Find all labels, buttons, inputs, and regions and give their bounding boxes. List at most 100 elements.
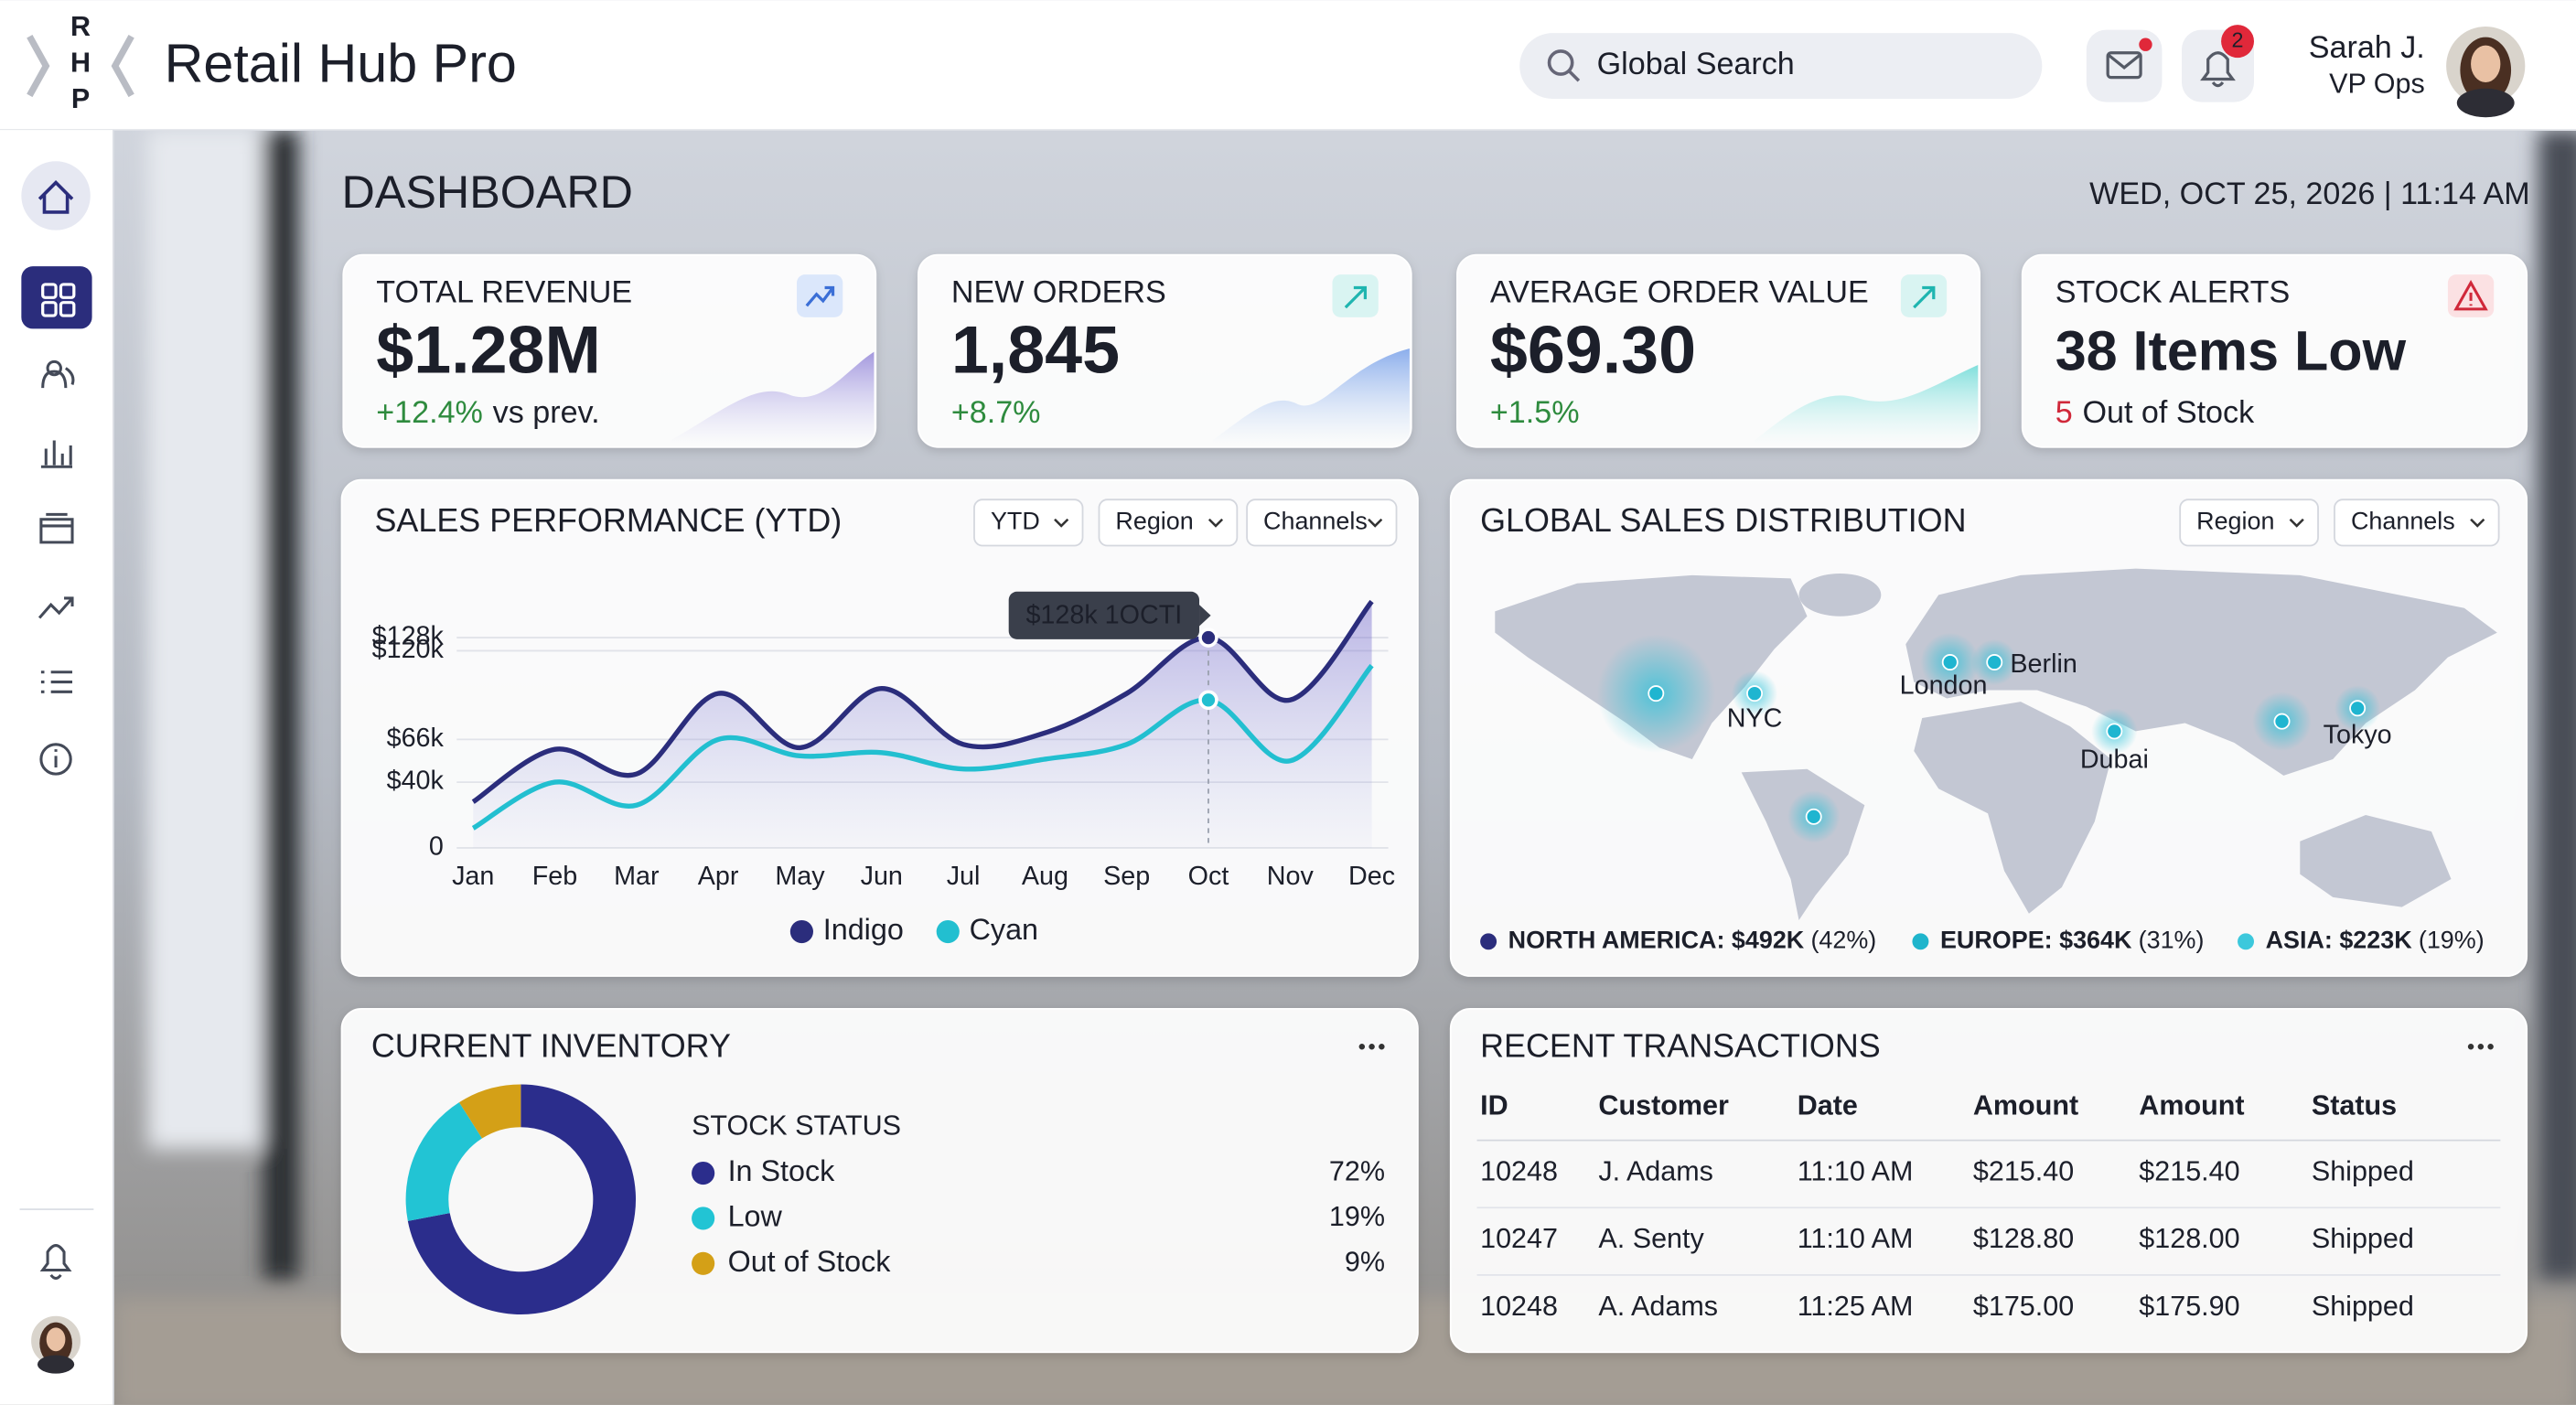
filter-dropdown[interactable]	[1246, 499, 1398, 547]
x-tick-label: Feb	[532, 862, 578, 891]
line-series	[471, 663, 1374, 831]
chart-title: CURRENT INVENTORY	[371, 1027, 731, 1065]
filter-label: Channels	[1263, 507, 1368, 534]
table-header: Amount	[2139, 1090, 2244, 1121]
chart-title: SALES PERFORMANCE (YTD)	[374, 501, 842, 539]
city-label: Berlin	[2010, 649, 2077, 679]
filter-dropdown[interactable]	[2179, 499, 2319, 547]
city-label: Dubai	[2080, 745, 2149, 774]
line-series	[471, 599, 1374, 804]
legend-swatch	[936, 919, 960, 944]
search-icon	[1547, 49, 1574, 76]
table-cell: Shipped	[2312, 1156, 2414, 1187]
kpi-change-line: +12.4% vs prev.	[376, 395, 599, 430]
filter-label: YTD	[991, 507, 1040, 534]
map-legend-entry: ASIA: $223K (19%)	[2266, 926, 2485, 953]
tooltip-box	[1008, 591, 1200, 639]
continent	[2300, 815, 2452, 907]
filter-label: Region	[1115, 507, 1193, 534]
more-menu-dot[interactable]	[2487, 1044, 2494, 1050]
kpi-label: AVERAGE ORDER VALUE	[1490, 275, 1869, 310]
search-box[interactable]	[1519, 33, 2043, 99]
map-legend-share: (19%)	[2419, 926, 2485, 953]
filter-dropdown[interactable]	[2334, 499, 2500, 547]
logo-letter: P	[71, 83, 90, 114]
kpi-change-line: +1.5%	[1490, 395, 1580, 430]
window-light	[147, 130, 263, 1149]
user-role: VP Ops	[2329, 69, 2425, 100]
city-dot	[1941, 654, 1959, 670]
x-tick-label: Mar	[614, 862, 660, 891]
x-tick-label: Jul	[947, 862, 981, 891]
nav-trends-icon[interactable]	[38, 596, 74, 619]
legend-label: Indigo	[823, 913, 904, 946]
kpi-sparkline	[1212, 348, 1410, 445]
table-cell: 11:10 AM	[1798, 1223, 1914, 1254]
kpi-sparkline	[670, 351, 875, 445]
kpi-card	[918, 253, 1412, 448]
filter-dropdown[interactable]	[973, 499, 1084, 547]
page-title: DASHBOARD	[342, 166, 633, 218]
kpi-value: $1.28M	[376, 312, 601, 388]
x-tick-label: Apr	[698, 862, 739, 891]
nav-home-bg[interactable]	[21, 161, 91, 231]
more-menu-dot[interactable]	[2477, 1044, 2485, 1050]
table-cell: 10248	[1480, 1291, 1558, 1322]
bell-icon	[2200, 51, 2236, 88]
search-placeholder: Global Search	[1597, 47, 1795, 81]
more-menu-dot[interactable]	[1368, 1044, 1375, 1050]
map-legend-label: ASIA: $223K	[2266, 926, 2413, 953]
y-tick-label: $66k	[387, 724, 445, 753]
tooltip-pointer	[1199, 605, 1211, 627]
kpi-change-line: +8.7%	[951, 395, 1041, 430]
logo-chevron-right	[111, 35, 134, 98]
table-cell: Shipped	[2312, 1223, 2414, 1254]
value-label: 9%	[1345, 1246, 1385, 1277]
notification-count: 2	[2232, 27, 2244, 51]
nav-grid-icon	[59, 283, 76, 299]
kpi-card	[2021, 253, 2528, 448]
dropdown-chevron	[2470, 518, 2485, 528]
kpi-value: 38 Items Low	[2055, 319, 2407, 381]
nav-reports-icon[interactable]	[40, 440, 73, 468]
nav-bell-icon[interactable]	[39, 1244, 72, 1280]
monitor-right	[2538, 130, 2576, 1281]
more-menu-dot[interactable]	[1379, 1044, 1385, 1050]
filter-dropdown[interactable]	[1098, 499, 1239, 547]
continent	[1914, 702, 2111, 914]
table-cell: Shipped	[2312, 1291, 2414, 1322]
nav-list-icon[interactable]	[40, 670, 73, 693]
table-cell: $128.80	[1973, 1223, 2074, 1254]
legend-label: Low	[728, 1199, 783, 1232]
kpi-value: 1,845	[951, 312, 1120, 388]
table-header: ID	[1480, 1090, 1508, 1121]
more-menu-dot[interactable]	[2467, 1044, 2474, 1050]
kpi-trend-icon	[805, 285, 835, 307]
nav-grid-bg[interactable]	[21, 266, 92, 329]
table-cell: A. Adams	[1598, 1291, 1718, 1322]
highlight-point	[1198, 627, 1218, 648]
map-legend-entry: NORTH AMERICA: $492K (42%)	[1508, 926, 1877, 953]
kpi-label: STOCK ALERTS	[2055, 275, 2291, 310]
x-tick-label: May	[775, 862, 825, 891]
table-cell: $128.00	[2139, 1223, 2239, 1254]
donut-segment	[458, 1084, 521, 1139]
table-header: Amount	[1973, 1090, 2078, 1121]
legend-swatch	[789, 919, 813, 944]
nav-users-icon[interactable]	[41, 359, 75, 389]
kpi-change: +12.4%	[376, 395, 483, 430]
nav-info-icon[interactable]	[39, 743, 72, 776]
city-dot	[1746, 685, 1764, 702]
map-legend-swatch	[1912, 933, 1929, 950]
user-name: Sarah J.	[2309, 30, 2425, 65]
more-menu-dot[interactable]	[1358, 1044, 1366, 1050]
notification-badge	[2221, 25, 2254, 59]
x-tick-label: Jun	[861, 862, 903, 891]
nav-orders-icon[interactable]	[39, 512, 74, 544]
map-legend-share: (31%)	[2139, 926, 2205, 953]
table-header: Status	[2312, 1090, 2397, 1121]
city-label: London	[1900, 671, 1988, 701]
x-tick-label: Sep	[1103, 862, 1150, 891]
app-title: Retail Hub Pro	[165, 33, 517, 94]
legend-swatch	[692, 1161, 715, 1185]
